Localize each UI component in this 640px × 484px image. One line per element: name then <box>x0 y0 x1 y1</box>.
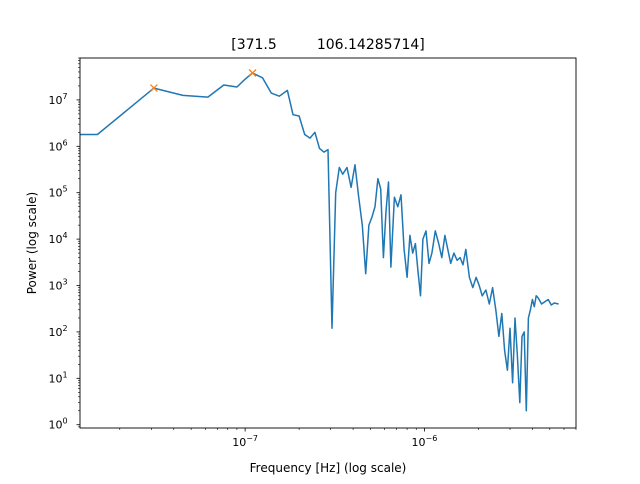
y-tick-label: 101 <box>48 370 67 385</box>
x-tick-label: 10−6 <box>412 434 438 449</box>
y-axis-label: Power (log scale) <box>25 192 39 295</box>
y-tick-label: 104 <box>48 231 67 246</box>
plot-area <box>80 69 559 412</box>
y-tick-label: 103 <box>48 278 67 293</box>
y-tick-label: 105 <box>48 185 67 200</box>
y-tick-label: 106 <box>48 138 67 153</box>
peak-marker-stroke <box>248 69 257 77</box>
peak-marker <box>248 69 257 77</box>
chart-title: [371.5 106.14285714] <box>231 37 424 53</box>
x-axis: 10−7 10−6 <box>119 428 577 449</box>
x-tick-label: 10−7 <box>232 434 258 449</box>
plot-frame <box>79 57 577 429</box>
y-axis: 100 101 102 103 104 105 106 107 <box>48 57 80 432</box>
power-spectrum-line <box>80 72 559 412</box>
y-tick-label: 107 <box>48 92 67 107</box>
y-tick-label: 102 <box>48 324 67 339</box>
peak-marker <box>149 84 158 93</box>
peak-marker-stroke <box>149 84 158 93</box>
x-axis-label: Frequency [Hz] (log scale) <box>250 461 407 475</box>
y-tick-label: 100 <box>48 417 67 432</box>
